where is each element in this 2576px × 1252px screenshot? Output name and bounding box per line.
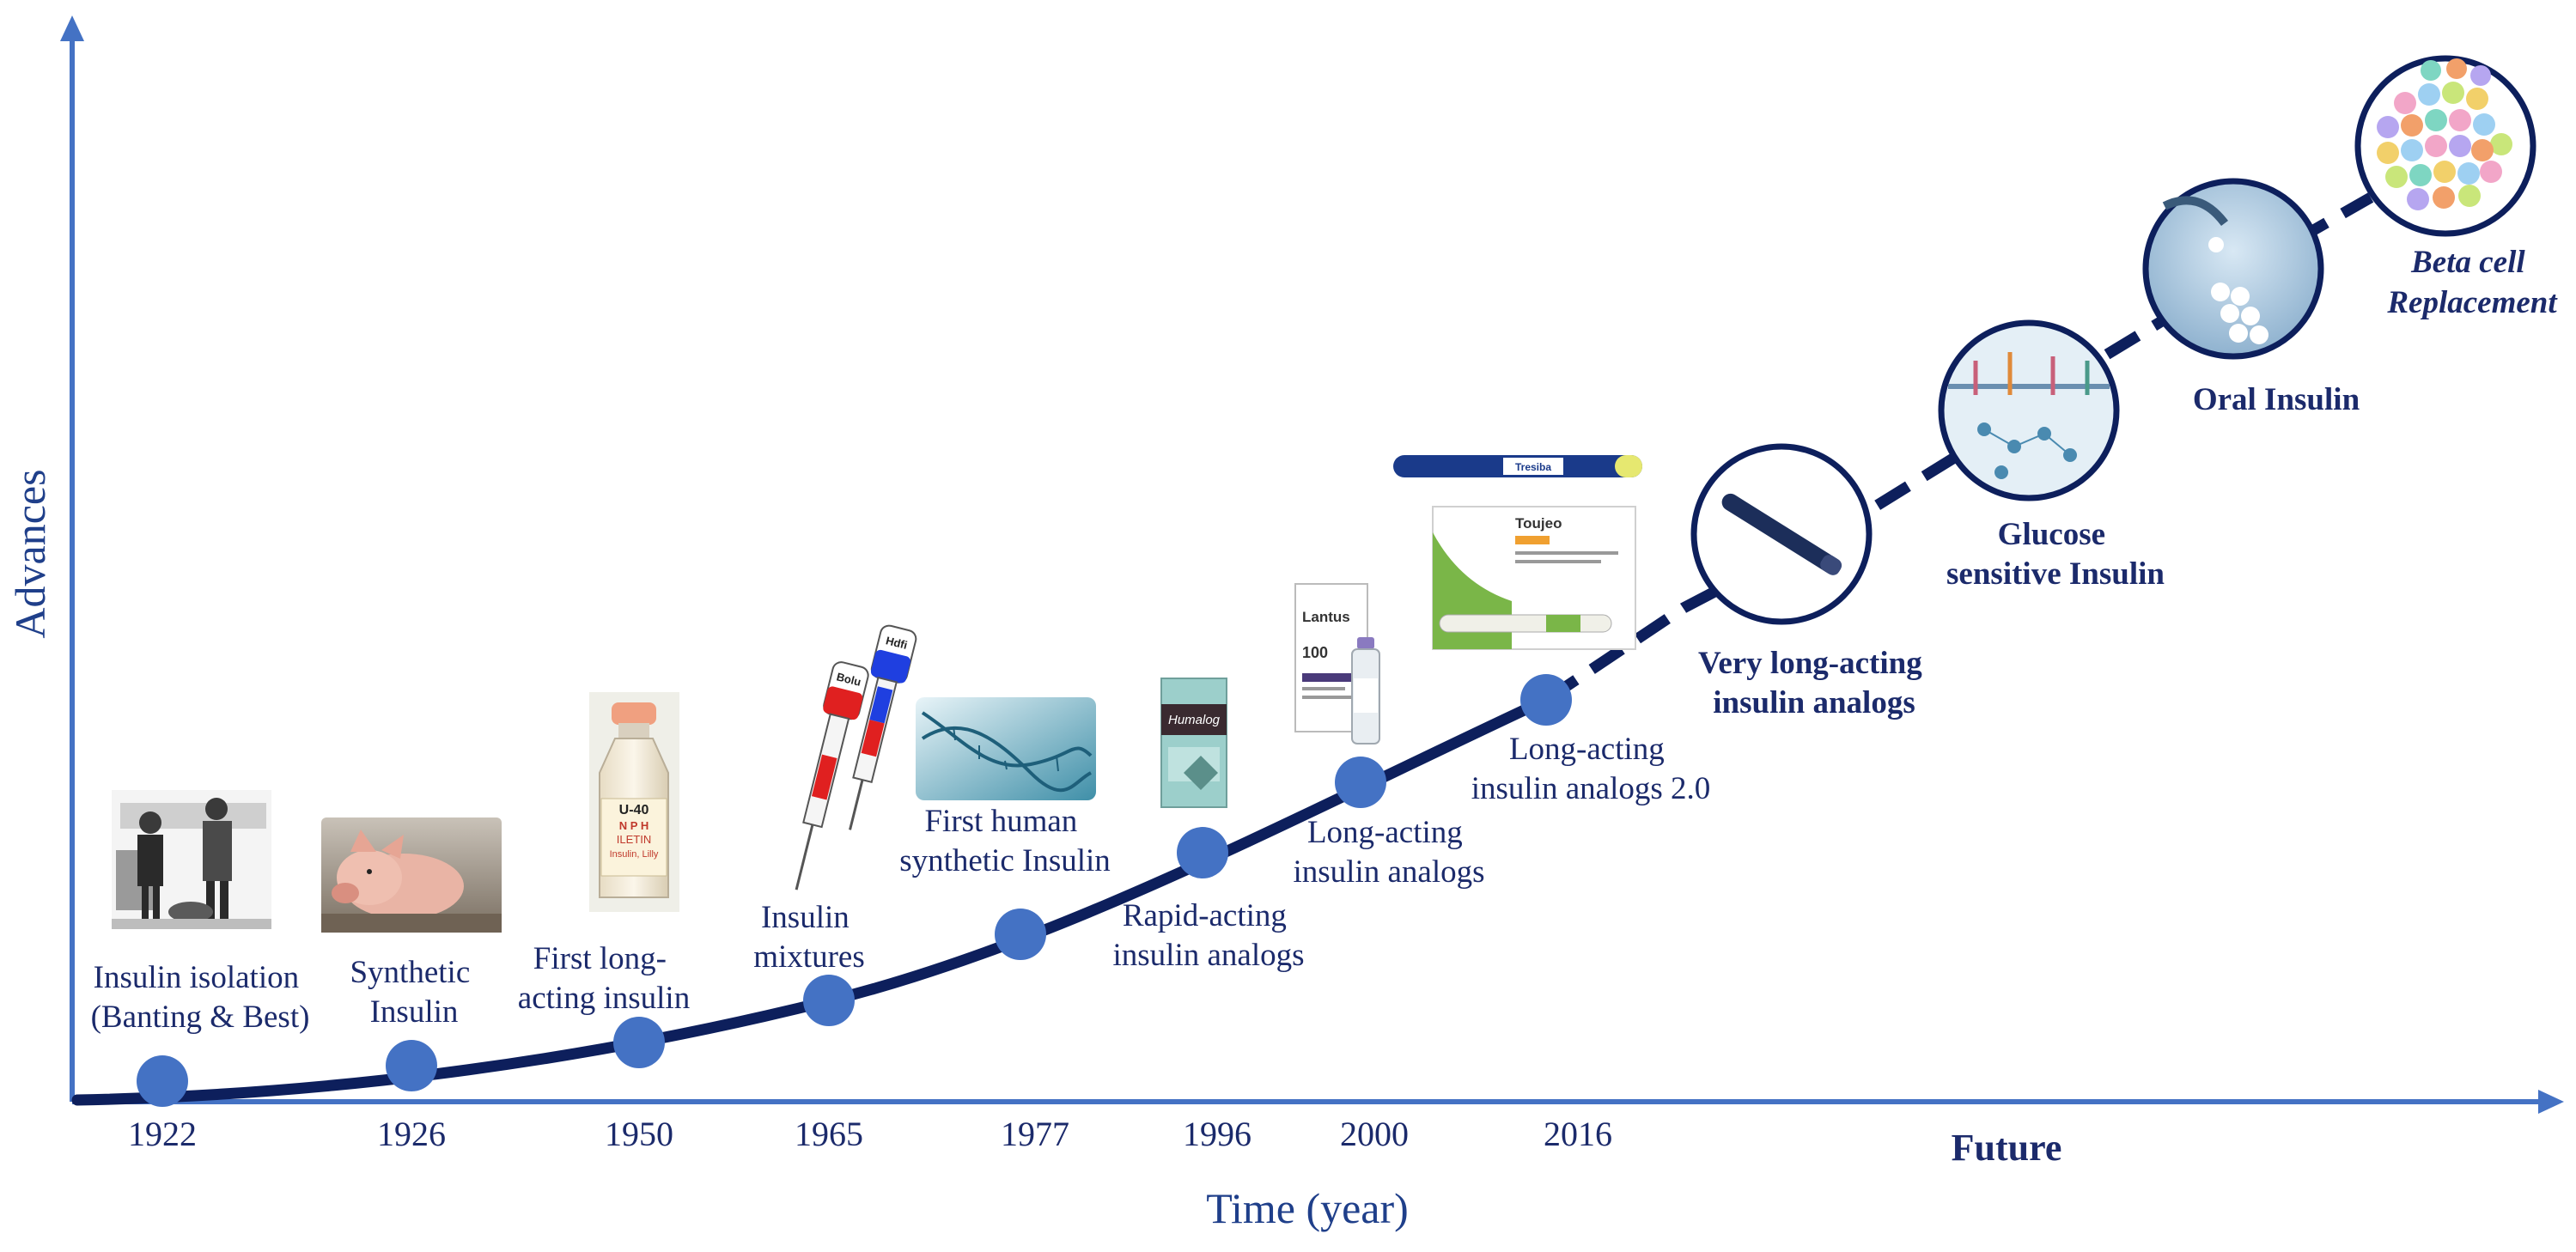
label-first-long-acting: First long- acting insulin: [518, 941, 690, 1016]
label-beta-cell: Beta cell Replacement: [2386, 245, 2558, 320]
label-line: insulin analogs 2.0: [1471, 771, 1711, 806]
marker-1977: [995, 909, 1046, 960]
red-vial-label: Bolu: [835, 670, 862, 689]
marker-1926: [386, 1040, 437, 1091]
marker-1922: [137, 1055, 188, 1107]
year-labels: 1922 1926 1950 1965 1977 1996 2000 2016: [128, 1115, 1612, 1153]
marker-1965: [803, 975, 855, 1026]
label-line: Long-acting: [1307, 815, 1463, 850]
label-line: Insulin isolation: [94, 960, 299, 995]
label-line: Synthetic: [350, 955, 470, 990]
cell-pathway-icon: [1938, 319, 2120, 501]
lantus-dose-text: 100: [1302, 644, 1328, 661]
label-line: Beta cell: [2410, 245, 2525, 280]
insulin-mixture-syringes: Bolu Hdfi: [795, 624, 917, 890]
vial-type-text: N P H: [619, 819, 649, 832]
vial-strength-text: U-40: [619, 803, 649, 817]
label-glucose-sensitive: Glucose sensitive Insulin: [1946, 517, 2165, 592]
tresiba-text: Tresiba: [1515, 461, 1551, 473]
marker-1996: [1177, 827, 1228, 878]
label-insulin-mixtures: Insulin mixtures: [753, 900, 864, 975]
year-label-1996: 1996: [1183, 1115, 1251, 1153]
label-oral-insulin: Oral Insulin: [2193, 382, 2360, 417]
label-long-acting-2: Long-acting insulin analogs 2.0: [1471, 732, 1711, 806]
dna-image: [916, 697, 1096, 800]
insulin-pen-icon: [1690, 443, 1873, 625]
label-line: First human: [924, 804, 1077, 839]
label-line: sensitive Insulin: [1946, 556, 2165, 592]
label-insulin-isolation: Insulin isolation (Banting & Best): [91, 960, 310, 1035]
label-line: First long-: [533, 941, 667, 976]
humalog-text: Humalog: [1168, 713, 1221, 727]
year-label-1922: 1922: [128, 1115, 197, 1153]
label-line: Long-acting: [1509, 732, 1665, 767]
marker-1950: [613, 1017, 665, 1068]
milestone-labels: Insulin isolation (Banting & Best) Synth…: [91, 732, 1711, 1035]
label-long-acting: Long-acting insulin analogs: [1293, 815, 1484, 890]
year-label-2000: 2000: [1340, 1115, 1409, 1153]
tresiba-pen: Tresiba: [1393, 455, 1642, 477]
year-label-2016: 2016: [1544, 1115, 1612, 1153]
year-label-1950: 1950: [605, 1115, 673, 1153]
label-line: Replacement: [2386, 285, 2558, 320]
marker-2000: [1335, 757, 1386, 808]
axes: Advances Time (year) Future: [6, 15, 2564, 1232]
label-line: mixtures: [753, 939, 864, 975]
toujeo-text: Toujeo: [1515, 515, 1562, 532]
lantus-text: Lantus: [1302, 609, 1350, 625]
label-rapid-acting: Rapid-acting insulin analogs: [1112, 898, 1304, 973]
label-line: acting insulin: [518, 981, 690, 1016]
y-axis-arrowhead: [60, 15, 84, 41]
vial-brand-text: ILETIN: [617, 833, 651, 846]
year-label-1926: 1926: [377, 1115, 446, 1153]
x-axis-arrowhead: [2538, 1090, 2564, 1114]
lantus-vial: [1351, 637, 1380, 745]
label-line: Insulin: [370, 994, 459, 1030]
label-very-long-acting: Very long-acting insulin analogs: [1698, 646, 1930, 720]
label-line: insulin analogs: [1713, 685, 1915, 720]
pig-photo: [321, 817, 502, 933]
toujeo-box: Toujeo: [1432, 506, 1636, 650]
label-line: Rapid-acting: [1123, 898, 1287, 933]
red-syringe: Bolu: [795, 661, 869, 890]
label-synthetic-insulin: Synthetic Insulin: [350, 955, 478, 1030]
nph-iletin-vial: U-40 N P H ILETIN Insulin, Lilly: [589, 692, 679, 912]
label-line: insulin analogs: [1112, 938, 1304, 973]
humalog-box: Humalog: [1160, 678, 1227, 808]
label-first-human-synthetic: First human synthetic Insulin: [899, 804, 1111, 878]
label-line: Insulin: [761, 900, 850, 935]
blue-vial-label: Hdfi: [885, 634, 909, 652]
label-line: (Banting & Best): [91, 1000, 310, 1035]
milestone-markers: [137, 674, 1572, 1107]
label-line: insulin analogs: [1293, 854, 1484, 890]
label-line: synthetic Insulin: [899, 843, 1111, 878]
marker-2016: [1520, 674, 1572, 726]
x-axis-label: Time (year): [1206, 1184, 1409, 1232]
blue-syringe: Hdfi: [849, 624, 917, 830]
label-line: Oral Insulin: [2193, 382, 2360, 417]
future-labels: Very long-acting insulin analogs Glucose…: [1698, 245, 2558, 720]
vial-desc-text: Insulin, Lilly: [610, 849, 659, 860]
beta-cells-icon: [2354, 55, 2536, 237]
banting-best-photo: [112, 790, 271, 929]
label-line: Glucose: [1998, 517, 2105, 552]
future-label: Future: [1952, 1127, 2062, 1169]
pills-icon: [2142, 178, 2324, 360]
y-axis-label: Advances: [6, 469, 54, 638]
year-label-1965: 1965: [795, 1115, 863, 1153]
year-label-1977: 1977: [1001, 1115, 1069, 1153]
label-line: Very long-acting: [1698, 646, 1922, 681]
